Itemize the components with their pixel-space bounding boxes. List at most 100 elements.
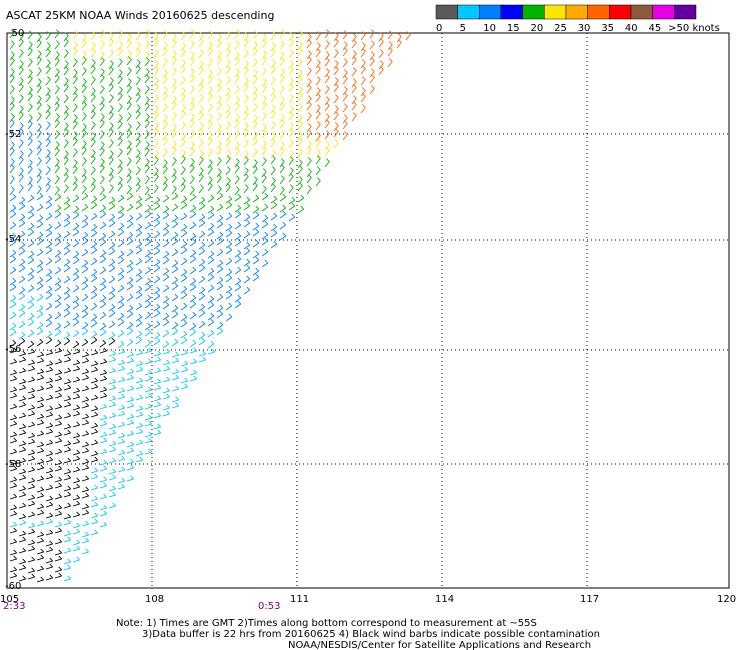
wind-barb xyxy=(63,446,72,453)
wind-barb xyxy=(189,113,195,123)
colorbar-bin xyxy=(609,4,632,20)
wind-barb xyxy=(18,474,27,481)
wind-barb xyxy=(135,201,143,210)
wind-barb xyxy=(54,437,63,444)
wind-barb xyxy=(180,349,189,356)
wind-barb xyxy=(189,347,198,354)
wind-barb xyxy=(333,83,339,93)
wind-barb xyxy=(234,96,240,106)
wind-barb xyxy=(45,121,51,131)
wind-barb xyxy=(189,232,197,241)
wind-barb xyxy=(279,96,285,106)
wind-barb xyxy=(108,275,116,284)
wind-barb xyxy=(144,141,150,151)
wind-barb xyxy=(117,295,125,304)
wind-barb xyxy=(252,228,260,237)
wind-barb xyxy=(297,159,303,169)
wind-barb xyxy=(18,440,27,447)
wind-barb xyxy=(126,385,135,392)
wind-barb xyxy=(180,240,188,249)
wind-barb xyxy=(36,554,45,561)
wind-barb xyxy=(234,57,240,67)
wind-barb xyxy=(63,258,71,267)
wind-barb xyxy=(99,322,107,331)
wind-barb xyxy=(261,259,269,268)
wind-barb xyxy=(99,158,105,168)
wind-barb xyxy=(72,267,80,276)
wind-barb xyxy=(162,239,170,248)
colorbar-bin xyxy=(674,4,697,20)
wind-barb xyxy=(135,285,143,294)
wind-barb xyxy=(153,401,162,408)
wind-barb xyxy=(36,293,44,302)
wind-barb xyxy=(27,438,36,445)
wind-barb xyxy=(63,49,69,59)
wind-barb xyxy=(162,86,168,96)
wind-barb xyxy=(144,40,150,50)
wind-barb xyxy=(243,38,249,48)
wind-barb xyxy=(72,273,80,282)
wind-barb xyxy=(144,74,150,84)
wind-barb xyxy=(126,430,135,437)
wind-barb xyxy=(207,222,215,231)
wind-barb xyxy=(198,309,206,318)
wind-barb xyxy=(63,38,69,48)
wind-barb xyxy=(81,33,87,43)
wind-barb xyxy=(153,202,161,211)
wind-barb xyxy=(72,376,81,383)
wind-barb xyxy=(189,85,195,95)
wind-barb xyxy=(153,83,159,93)
wind-barb xyxy=(261,192,269,201)
wind-barb xyxy=(144,322,152,331)
wind-barb xyxy=(225,285,233,294)
wind-barb xyxy=(198,258,206,267)
wind-barb xyxy=(216,168,222,178)
wind-barb xyxy=(189,210,197,219)
wind-barb xyxy=(162,47,168,57)
wind-barb xyxy=(9,29,15,39)
wind-barb xyxy=(9,186,15,196)
wind-barb xyxy=(117,359,126,366)
wind-barb xyxy=(90,93,96,103)
wind-barb xyxy=(207,312,215,321)
wind-barb xyxy=(45,467,54,474)
wind-barb xyxy=(9,141,15,151)
wind-barb xyxy=(288,184,294,194)
wind-barb xyxy=(36,185,42,195)
wind-barb xyxy=(153,150,159,160)
wind-barb xyxy=(144,266,152,275)
wind-barb xyxy=(324,29,330,39)
wind-barb xyxy=(63,66,69,76)
wind-barb xyxy=(18,401,27,408)
wind-barb xyxy=(216,140,222,150)
wind-barb xyxy=(387,41,393,51)
wind-barb xyxy=(18,150,24,160)
wind-barb xyxy=(117,75,123,85)
wind-barb xyxy=(9,51,15,61)
wind-barb xyxy=(315,110,321,120)
wind-barb xyxy=(288,83,294,93)
wind-barb xyxy=(27,466,36,473)
wind-barb xyxy=(99,232,107,241)
wind-barb xyxy=(207,47,213,57)
wind-barb xyxy=(207,114,213,124)
wind-barb xyxy=(54,68,60,78)
wind-barb xyxy=(279,141,285,151)
wind-barb xyxy=(198,122,204,132)
wind-barb xyxy=(135,166,141,176)
wind-barb xyxy=(234,232,242,241)
wind-barb xyxy=(9,300,17,309)
wind-barb xyxy=(18,429,27,436)
wind-barb xyxy=(144,339,152,348)
wind-barb xyxy=(306,112,312,122)
wind-barb xyxy=(171,293,179,302)
wind-barb xyxy=(108,356,117,363)
wind-barb xyxy=(72,148,78,158)
wind-barb xyxy=(108,485,117,492)
wind-barb xyxy=(171,357,180,364)
wind-barb xyxy=(297,194,305,203)
wind-barb xyxy=(81,310,89,319)
wind-barb xyxy=(81,101,87,111)
wind-barb xyxy=(99,459,108,466)
wind-barb xyxy=(279,29,285,39)
